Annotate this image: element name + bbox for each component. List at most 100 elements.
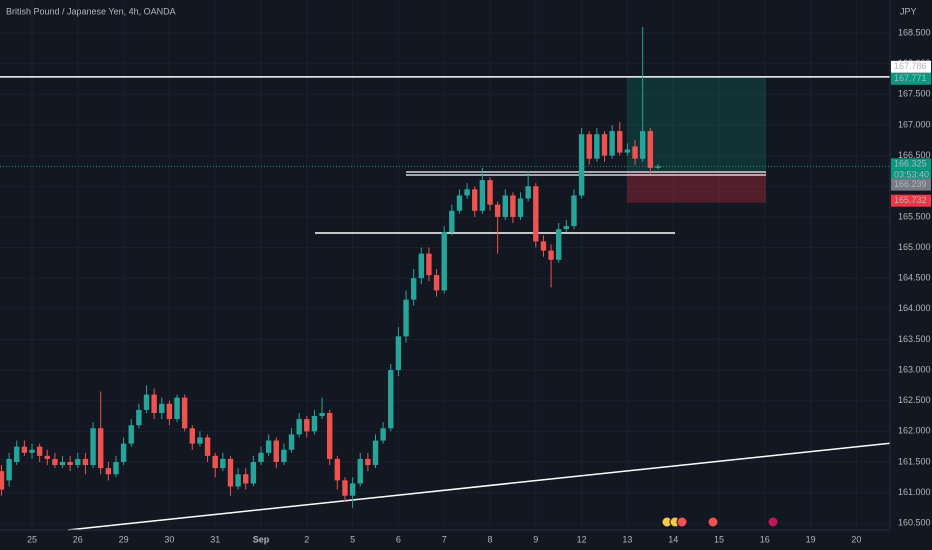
- candle-body: [494, 204, 501, 217]
- candle-body: [281, 449, 287, 462]
- candle-body: [639, 131, 646, 159]
- candle-body: [181, 397, 188, 429]
- x-tick-label: 6: [396, 534, 401, 544]
- y-tick-label: 162.000: [898, 426, 931, 436]
- y-tick-label: 162.500: [898, 395, 931, 405]
- candle-body: [29, 449, 35, 453]
- y-tick-label: 165.500: [898, 211, 931, 221]
- candle-body: [342, 480, 348, 496]
- price-label: 167.786: [894, 61, 927, 71]
- candle-body: [609, 131, 615, 156]
- candle-body: [75, 458, 81, 466]
- candle-body: [159, 403, 165, 413]
- x-tick-label: 12: [577, 534, 587, 544]
- grid: [0, 76, 890, 203]
- candle-body: [273, 440, 279, 462]
- x-tick-label: 9: [533, 534, 538, 544]
- candle-body: [647, 131, 653, 168]
- event-icon[interactable]: [676, 516, 688, 528]
- candle-body: [456, 195, 463, 211]
- x-tick-label: 20: [851, 534, 861, 544]
- candle-body: [227, 458, 234, 487]
- candle-body: [235, 474, 241, 487]
- price-label: 165.732: [894, 195, 927, 205]
- candle-body: [174, 397, 180, 420]
- x-tick-label: 25: [27, 534, 37, 544]
- y-tick-label: 168.500: [898, 27, 931, 37]
- candle-body: [380, 428, 386, 441]
- x-tick-label: 31: [210, 534, 220, 544]
- candle-body: [128, 425, 134, 444]
- countdown-box: [891, 170, 931, 181]
- candle-body: [617, 131, 623, 153]
- x-tick-label: 15: [714, 534, 724, 544]
- candle-body: [82, 458, 89, 466]
- y-tick-label: 167.000: [898, 119, 931, 129]
- candle-body: [433, 275, 440, 291]
- candle-body: [563, 226, 570, 230]
- candle-body: [36, 446, 43, 456]
- candle-body: [578, 134, 585, 196]
- candle-body: [90, 428, 96, 466]
- candle-body: [334, 458, 341, 481]
- candle-body: [327, 412, 333, 459]
- candle-body: [655, 166, 661, 168]
- y-tick-label: 166.500: [898, 150, 931, 160]
- price-label: 166.325: [894, 159, 927, 169]
- y-tick-label: 164.000: [898, 303, 931, 313]
- candle-body: [113, 461, 119, 475]
- candle-body: [548, 250, 554, 260]
- candle-body: [143, 394, 150, 410]
- candle-body: [220, 458, 226, 469]
- candle-body: [349, 483, 356, 496]
- candle-body: [0, 471, 5, 490]
- drawings: [67, 171, 893, 531]
- candle-body: [288, 434, 295, 450]
- y-tick-label: 167.500: [898, 89, 931, 99]
- y-tick-label: 160.500: [898, 518, 931, 528]
- candle-body: [120, 443, 127, 462]
- x-tick-label: 5: [350, 534, 355, 544]
- price-axis: [890, 0, 932, 550]
- candle-body: [388, 370, 394, 429]
- price-label-box: [891, 194, 931, 207]
- candle-body: [365, 458, 371, 466]
- candle-body: [189, 428, 195, 444]
- candle-body: [243, 474, 249, 484]
- candle-body: [571, 195, 577, 227]
- event-icon[interactable]: [707, 516, 719, 528]
- trend-line: [67, 442, 893, 531]
- candles: [0, 26, 661, 508]
- candle-body: [204, 437, 211, 456]
- price-label: 167.771: [894, 73, 927, 83]
- x-tick-label: 26: [73, 534, 83, 544]
- candle-body: [212, 455, 218, 469]
- x-tick-label: 30: [164, 534, 174, 544]
- countdown-label: 03:53:40: [894, 170, 929, 180]
- candle-body: [6, 458, 12, 481]
- candle-body: [410, 278, 417, 300]
- candle-body: [533, 186, 539, 242]
- candle-body: [21, 446, 28, 453]
- candle-body: [357, 458, 363, 484]
- currency-label: JPY: [900, 6, 917, 16]
- candle-body: [395, 336, 402, 371]
- candle-body: [464, 189, 470, 196]
- x-tick-label: 14: [668, 534, 678, 544]
- candle-body: [472, 189, 478, 211]
- candle-body: [44, 455, 50, 459]
- candle-body: [586, 134, 592, 159]
- candle-body: [449, 210, 455, 233]
- x-tick-label: 2: [304, 534, 309, 544]
- candle-body: [14, 446, 20, 462]
- event-icon[interactable]: [767, 516, 779, 528]
- x-tick-label: 16: [760, 534, 770, 544]
- candle-body: [441, 232, 447, 291]
- candle-body: [601, 134, 608, 156]
- x-tick-label: Sep: [253, 534, 270, 544]
- x-tick-label: 29: [119, 534, 129, 544]
- price-label-box: [891, 178, 931, 191]
- y-tick-label: 163.500: [898, 334, 931, 344]
